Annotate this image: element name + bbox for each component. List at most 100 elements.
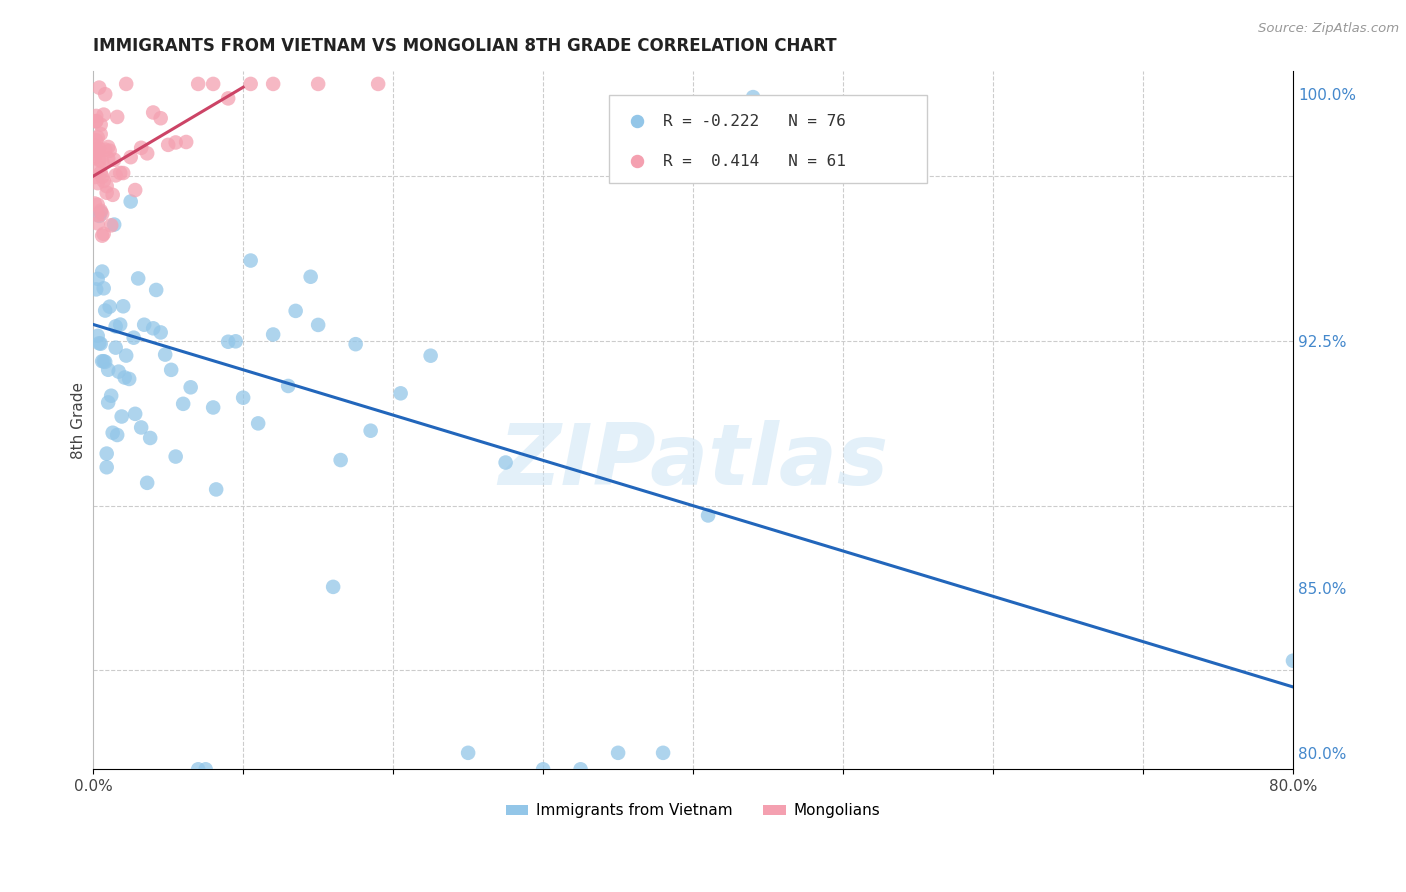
Point [104, 341, 127, 355]
Point [652, 746, 675, 760]
Point [180, 380, 202, 394]
Point [86, 176, 108, 190]
Point [96, 447, 118, 461]
Point [104, 319, 127, 334]
Point [495, 456, 517, 470]
Point [120, 150, 142, 164]
Point [91, 354, 114, 368]
Point [202, 77, 225, 91]
Point [86, 130, 108, 145]
Point [105, 428, 128, 442]
Point [89, 142, 111, 156]
Point [96, 186, 118, 200]
Point [86, 329, 108, 343]
Point [105, 110, 128, 124]
Point [93, 174, 115, 188]
Point [531, 762, 554, 776]
Point [96, 460, 118, 475]
Point [187, 77, 209, 91]
Point [284, 304, 307, 318]
Point [94, 143, 117, 157]
Point [262, 77, 284, 91]
Point [84, 133, 107, 147]
Legend: Immigrants from Vietnam, Mongolians: Immigrants from Vietnam, Mongolians [499, 797, 887, 824]
Point [101, 187, 124, 202]
Point [114, 370, 136, 384]
Y-axis label: 8th Grade: 8th Grade [72, 382, 86, 458]
Point [103, 218, 125, 232]
Point [139, 431, 162, 445]
Point [419, 349, 441, 363]
Point [569, 762, 592, 776]
Point [360, 424, 382, 438]
Point [96, 179, 118, 194]
Point [91, 207, 114, 221]
Point [90, 203, 112, 218]
Point [90, 118, 112, 132]
Point [89, 161, 111, 175]
Point [112, 166, 135, 180]
Text: R = -0.222   N = 76: R = -0.222 N = 76 [664, 113, 846, 128]
Point [89, 336, 111, 351]
Point [86, 216, 108, 230]
Point [262, 327, 284, 342]
Point [142, 321, 165, 335]
Point [89, 153, 111, 167]
Point [83, 150, 105, 164]
Point [118, 372, 141, 386]
Point [83, 169, 105, 184]
Point [205, 483, 228, 497]
Point [91, 228, 114, 243]
Point [94, 303, 117, 318]
Point [367, 77, 389, 91]
Point [165, 450, 187, 464]
Point [89, 209, 111, 223]
Point [115, 349, 138, 363]
Text: Source: ZipAtlas.com: Source: ZipAtlas.com [1258, 22, 1399, 36]
Point [165, 136, 187, 150]
Point [91, 169, 114, 184]
Point [174, 135, 197, 149]
Point [277, 379, 299, 393]
Point [84, 114, 107, 128]
Point [98, 144, 121, 158]
Point [217, 334, 239, 349]
Point [93, 354, 115, 368]
Point [217, 91, 239, 105]
Point [194, 762, 217, 776]
Point [761, 514, 783, 528]
Point [97, 363, 120, 377]
Point [112, 299, 135, 313]
Point [607, 746, 630, 760]
Point [84, 114, 107, 128]
Point [86, 208, 108, 222]
Point [122, 331, 145, 345]
Text: ZIPatlas: ZIPatlas [498, 420, 889, 503]
Point [98, 300, 121, 314]
Point [232, 391, 254, 405]
Point [136, 475, 159, 490]
Point [97, 152, 120, 166]
Point [97, 140, 120, 154]
Point [84, 109, 107, 123]
Point [247, 417, 270, 431]
Point [93, 108, 115, 122]
FancyBboxPatch shape [609, 95, 927, 183]
Point [299, 269, 322, 284]
Point [761, 325, 783, 339]
Point [239, 253, 262, 268]
Point [149, 112, 172, 126]
Point [83, 196, 105, 211]
Point [91, 264, 114, 278]
Point [108, 166, 131, 180]
Point [120, 194, 142, 209]
Point [149, 326, 172, 340]
Point [86, 198, 108, 212]
Point [104, 169, 127, 183]
Point [86, 272, 108, 286]
Point [202, 401, 225, 415]
Point [101, 425, 124, 440]
Point [225, 334, 247, 349]
Point [83, 138, 105, 153]
Point [157, 137, 180, 152]
